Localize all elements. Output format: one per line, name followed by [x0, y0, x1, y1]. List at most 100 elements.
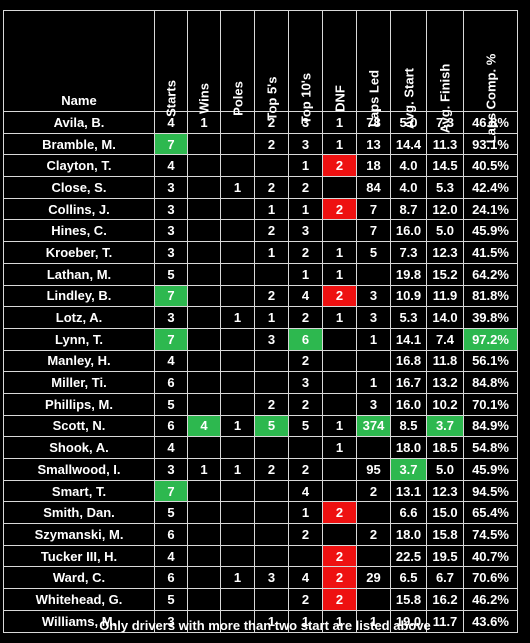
laps-led-cell: 95: [356, 458, 391, 481]
avg-start-cell: 8.5: [390, 414, 427, 438]
avg-start-cell: 7.3: [390, 241, 427, 264]
laps-led-cell: 29: [356, 566, 391, 590]
avg-finish-cell: 5.3: [426, 176, 464, 199]
wins-cell: [187, 436, 221, 459]
poles-cell: [220, 479, 255, 503]
starts-cell: 4: [154, 544, 188, 568]
wins-cell: [187, 544, 221, 568]
top-10s-cell: 1: [288, 262, 323, 286]
avg-finish-cell: 7.3: [426, 111, 464, 134]
dnf-cell: 1: [322, 111, 357, 134]
avg-finish-cell: 5.0: [426, 219, 464, 243]
poles-cell: [220, 241, 255, 264]
avg-finish-cell: 5.0: [426, 458, 464, 481]
top-5s-cell: 2: [254, 458, 289, 481]
laps-comp-pct-cell: 40.7%: [463, 544, 518, 568]
dnf-cell: [322, 327, 357, 351]
table-row: Shook, A. 4 1 18.0 18.5 54.8%: [3, 436, 518, 459]
table-row: Szymanski, M. 6 2 2 18.0 15.8 74.5%: [3, 523, 518, 546]
top-5s-cell: 2: [254, 284, 289, 308]
table-body: Avila, B. 4 1 2 3 1 78 5.0 7.3 46.8% Bramble, M. 7 2…: [3, 111, 518, 633]
column-header-label: Wins: [196, 83, 212, 114]
laps-comp-pct-cell: 84.8%: [463, 371, 518, 394]
laps-led-cell: [356, 501, 391, 525]
table-row: Ward, C. 6 1 3 4 2 29 6.5 6.7 70.6%: [3, 566, 518, 590]
driver-name-cell: Close, S.: [3, 176, 155, 199]
top-10s-cell: 2: [288, 306, 323, 329]
wins-cell: [187, 479, 221, 503]
dnf-cell: 2: [322, 197, 357, 221]
top-10s-cell: 1: [288, 501, 323, 525]
dnf-cell: 2: [322, 154, 357, 178]
dnf-cell: 1: [322, 262, 357, 286]
top-10s-cell: 4: [288, 479, 323, 503]
avg-finish-cell: 3.7: [426, 414, 464, 438]
starts-cell: 7: [154, 327, 188, 351]
poles-cell: [220, 349, 255, 373]
table-row: Tucker III, H. 4 2 22.5 19.5 40.7%: [3, 544, 518, 568]
wins-cell: [187, 262, 221, 286]
table-row: Bramble, M. 7 2 3 1 13 14.4 11.3 93.1%: [3, 132, 518, 156]
laps-led-cell: [356, 262, 391, 286]
poles-cell: [220, 436, 255, 459]
table-row: Lynn, T. 7 3 6 1 14.1 7.4 97.2%: [3, 327, 518, 351]
header-row: Name Starts Wins Poles Top 5's Top 10's DNF Lap…: [3, 10, 518, 143]
avg-start-cell: 15.8: [390, 588, 427, 611]
laps-comp-pct-cell: 97.2%: [463, 327, 518, 351]
poles-cell: [220, 197, 255, 221]
poles-cell: [220, 327, 255, 351]
driver-name-cell: Avila, B.: [3, 111, 155, 134]
avg-finish-cell: 10.2: [426, 392, 464, 416]
starts-cell: 7: [154, 132, 188, 156]
dnf-cell: [322, 479, 357, 503]
top-5s-cell: 1: [254, 609, 289, 633]
laps-led-cell: 18: [356, 154, 391, 178]
top-5s-cell: 3: [254, 566, 289, 590]
dnf-cell: [322, 371, 357, 394]
starts-cell: 4: [154, 154, 188, 178]
laps-comp-pct-cell: 84.9%: [463, 414, 518, 438]
laps-led-cell: 374: [356, 414, 391, 438]
laps-led-cell: 3: [356, 306, 391, 329]
dnf-cell: [322, 392, 357, 416]
driver-name-cell: Kroeber, T.: [3, 241, 155, 264]
laps-led-cell: 3: [356, 392, 391, 416]
column-header-avg-start: Avg. Start: [390, 10, 427, 129]
table-row: Hines, C. 3 2 3 7 16.0 5.0 45.9%: [3, 219, 518, 243]
laps-led-cell: 5: [356, 241, 391, 264]
top-10s-cell: 2: [288, 588, 323, 611]
driver-name-cell: Shook, A.: [3, 436, 155, 459]
avg-start-cell: 4.0: [390, 154, 427, 178]
top-10s-cell: 2: [288, 349, 323, 373]
starts-cell: 3: [154, 197, 188, 221]
top-10s-cell: 6: [288, 327, 323, 351]
starts-cell: 3: [154, 241, 188, 264]
driver-name-cell: Smallwood, I.: [3, 458, 155, 481]
top-10s-cell: 4: [288, 566, 323, 590]
wins-cell: [187, 371, 221, 394]
avg-start-cell: 8.7: [390, 197, 427, 221]
driver-name-cell: Collins, J.: [3, 197, 155, 221]
avg-finish-cell: 15.8: [426, 523, 464, 546]
poles-cell: [220, 262, 255, 286]
table-row: Miller, Ti. 6 3 1 16.7 13.2 84.8%: [3, 371, 518, 394]
laps-comp-pct-cell: 54.8%: [463, 436, 518, 459]
top-5s-cell: [254, 436, 289, 459]
top-5s-cell: 1: [254, 241, 289, 264]
top-5s-cell: [254, 523, 289, 546]
avg-start-cell: 16.0: [390, 392, 427, 416]
laps-led-cell: 1: [356, 327, 391, 351]
table-row: Clayton, T. 4 1 2 18 4.0 14.5 40.5%: [3, 154, 518, 178]
starts-cell: 7: [154, 479, 188, 503]
avg-start-cell: 13.1: [390, 479, 427, 503]
starts-cell: 5: [154, 588, 188, 611]
dnf-cell: [322, 349, 357, 373]
dnf-cell: [322, 176, 357, 199]
laps-comp-pct-cell: 94.5%: [463, 479, 518, 503]
driver-name-cell: Lotz, A.: [3, 306, 155, 329]
laps-led-cell: 3: [356, 284, 391, 308]
driver-name-cell: Whitehead, G.: [3, 588, 155, 611]
avg-finish-cell: 15.0: [426, 501, 464, 525]
footer-note: Only drivers with more than two start ar…: [99, 618, 431, 633]
wins-cell: [187, 588, 221, 611]
